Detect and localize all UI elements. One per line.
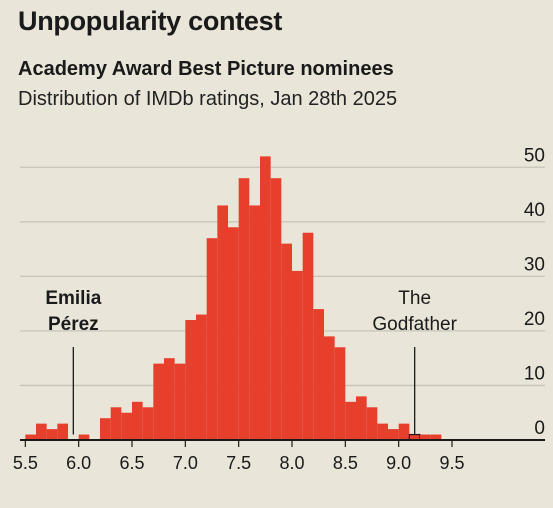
histogram-bar	[334, 347, 346, 440]
histogram-bar	[206, 238, 218, 440]
histogram-bar	[57, 423, 68, 440]
annotation-label: Godfather	[372, 314, 457, 335]
x-tick-label: 5.5	[13, 453, 38, 473]
x-tick-label: 7.5	[226, 453, 251, 473]
histogram-bar	[132, 401, 143, 440]
histogram-bar	[217, 205, 228, 440]
histogram-bar	[196, 314, 207, 440]
annotation-label: Emilia	[45, 288, 101, 309]
x-tick-label: 6.0	[66, 453, 91, 473]
histogram-bar	[249, 205, 260, 440]
histogram-bar	[430, 434, 442, 440]
histogram-bar	[238, 178, 250, 440]
histogram-bar	[153, 363, 164, 440]
histogram-bar	[36, 423, 47, 440]
histogram-bar	[398, 423, 410, 440]
y-tick-label: 50	[524, 145, 545, 166]
histogram-bar	[185, 320, 196, 440]
histogram-bar	[281, 243, 292, 440]
histogram-bar	[142, 407, 154, 440]
histogram-bars	[25, 156, 442, 441]
histogram-bar	[345, 401, 356, 440]
x-tick-label: 9.0	[386, 453, 411, 473]
histogram-bar	[388, 429, 399, 440]
histogram-bar	[100, 418, 111, 440]
histogram-bar	[46, 429, 58, 440]
x-tick-label: 7.0	[173, 453, 198, 473]
histogram-bar	[292, 270, 303, 440]
y-tick-label: 40	[524, 200, 545, 221]
x-tick-label: 6.5	[119, 453, 144, 473]
x-tick-label: 8.0	[279, 453, 304, 473]
histogram-bar	[121, 412, 132, 440]
histogram-bar	[228, 227, 239, 440]
histogram-bar	[174, 363, 186, 440]
x-tick-label: 8.5	[333, 453, 358, 473]
annotations: Emilia Pérez The Godfather	[45, 288, 458, 435]
histogram-bar	[260, 156, 271, 440]
chart-subtitle: Academy Award Best Picture nominees	[18, 58, 394, 80]
x-tick-label: 9.5	[439, 453, 464, 473]
y-tick-label: 0	[534, 418, 545, 439]
histogram-bar	[110, 407, 122, 440]
y-tick-label: 30	[524, 254, 545, 275]
histogram-bar	[377, 423, 388, 440]
axes: 0 10 20 30 40 50 5.5 6.0 6.5 7.0 7.5 8.0 8.5 9.0 9.5	[13, 145, 545, 473]
y-tick-label: 10	[524, 363, 545, 384]
y-tick-label: 20	[524, 309, 545, 330]
annotation-label: The	[398, 288, 431, 309]
histogram-bar	[356, 396, 367, 440]
histogram-bar	[302, 232, 314, 440]
histogram-bar	[270, 178, 282, 440]
annotation-label: Pérez	[48, 314, 99, 335]
chart-headline: Unpopularity contest	[18, 6, 283, 36]
histogram-bar	[25, 434, 36, 440]
histogram-bar	[324, 336, 335, 440]
histogram-bar	[78, 434, 90, 440]
histogram-bar	[420, 434, 431, 440]
histogram-bar	[164, 358, 175, 440]
histogram-bar	[366, 407, 378, 440]
histogram-bar	[313, 309, 324, 440]
chart-caption: Distribution of IMDb ratings, Jan 28th 2…	[18, 88, 398, 110]
